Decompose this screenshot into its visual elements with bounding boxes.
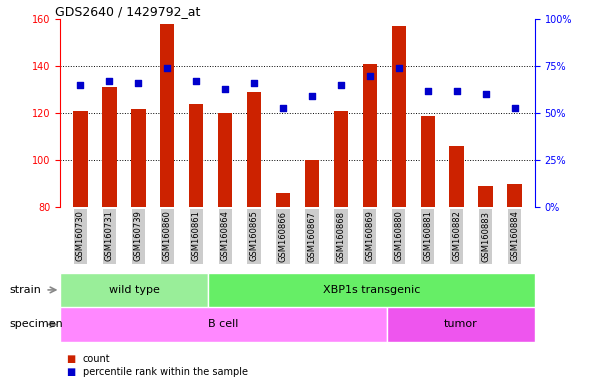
Text: GSM160739: GSM160739 bbox=[134, 210, 143, 262]
Bar bbox=[189, 104, 203, 207]
Point bbox=[452, 88, 462, 94]
Bar bbox=[450, 146, 464, 207]
Text: GSM160860: GSM160860 bbox=[163, 210, 172, 262]
Text: percentile rank within the sample: percentile rank within the sample bbox=[83, 367, 248, 377]
Point bbox=[423, 88, 433, 94]
Point bbox=[191, 78, 201, 84]
Bar bbox=[102, 88, 117, 207]
Bar bbox=[362, 64, 377, 207]
Text: GSM160881: GSM160881 bbox=[423, 210, 432, 262]
Text: GSM160867: GSM160867 bbox=[308, 210, 317, 262]
Bar bbox=[73, 111, 88, 207]
Bar bbox=[334, 111, 348, 207]
Bar bbox=[160, 24, 174, 207]
Text: GSM160731: GSM160731 bbox=[105, 210, 114, 262]
Text: strain: strain bbox=[9, 285, 41, 295]
Point bbox=[76, 82, 85, 88]
Point bbox=[307, 93, 317, 99]
Point bbox=[394, 65, 404, 71]
Point bbox=[162, 65, 172, 71]
Text: GDS2640 / 1429792_at: GDS2640 / 1429792_at bbox=[55, 5, 201, 18]
Point bbox=[481, 91, 490, 98]
Bar bbox=[60, 307, 386, 342]
Text: wild type: wild type bbox=[109, 285, 160, 295]
Point bbox=[336, 82, 346, 88]
Bar bbox=[218, 113, 233, 207]
Bar bbox=[392, 26, 406, 207]
Point bbox=[221, 86, 230, 92]
Text: GSM160865: GSM160865 bbox=[249, 210, 258, 262]
Bar bbox=[386, 307, 535, 342]
Point bbox=[133, 80, 143, 86]
Text: GSM160882: GSM160882 bbox=[452, 210, 461, 262]
Point bbox=[510, 104, 519, 111]
Bar bbox=[209, 273, 535, 307]
Point bbox=[365, 73, 374, 79]
Text: GSM160866: GSM160866 bbox=[278, 210, 287, 262]
Point bbox=[278, 104, 288, 111]
Bar bbox=[305, 161, 319, 207]
Text: ■: ■ bbox=[66, 354, 75, 364]
Point bbox=[105, 78, 114, 84]
Bar bbox=[421, 116, 435, 207]
Bar bbox=[276, 193, 290, 207]
Bar bbox=[247, 92, 261, 207]
Text: specimen: specimen bbox=[9, 319, 63, 329]
Text: ■: ■ bbox=[66, 367, 75, 377]
Text: count: count bbox=[83, 354, 111, 364]
Text: GSM160868: GSM160868 bbox=[337, 210, 346, 262]
Text: tumor: tumor bbox=[444, 319, 478, 329]
Text: GSM160880: GSM160880 bbox=[394, 210, 403, 262]
Text: GSM160864: GSM160864 bbox=[221, 210, 230, 262]
Point bbox=[249, 80, 259, 86]
Text: GSM160883: GSM160883 bbox=[481, 210, 490, 262]
Text: GSM160730: GSM160730 bbox=[76, 210, 85, 262]
Text: GSM160861: GSM160861 bbox=[192, 210, 201, 262]
Text: GSM160869: GSM160869 bbox=[365, 210, 374, 262]
Bar bbox=[507, 184, 522, 207]
Text: GSM160884: GSM160884 bbox=[510, 210, 519, 262]
Bar bbox=[478, 186, 493, 207]
Bar bbox=[60, 273, 209, 307]
Bar bbox=[131, 109, 145, 207]
Text: B cell: B cell bbox=[208, 319, 239, 329]
Text: XBP1s transgenic: XBP1s transgenic bbox=[323, 285, 420, 295]
